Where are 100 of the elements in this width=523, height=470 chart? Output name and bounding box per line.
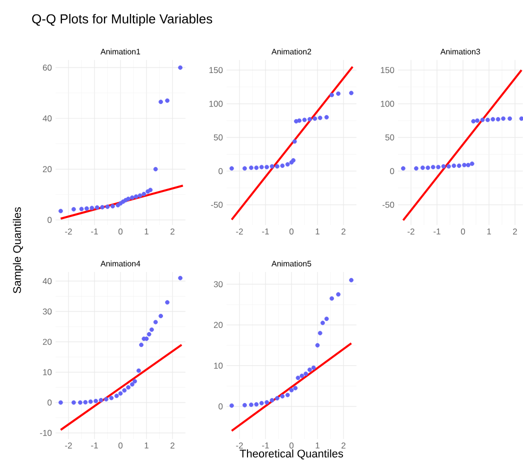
point xyxy=(430,164,436,170)
point xyxy=(242,402,247,408)
point xyxy=(508,116,512,121)
point xyxy=(297,118,302,123)
point xyxy=(153,166,158,172)
y-tick-label: 30 xyxy=(214,281,223,288)
point xyxy=(285,162,290,167)
point xyxy=(178,65,182,70)
point xyxy=(462,162,466,168)
point xyxy=(259,400,264,406)
x-tick-label: 0 xyxy=(460,228,466,235)
point xyxy=(72,400,76,405)
point xyxy=(349,278,354,282)
x-tick-label: 0 xyxy=(118,228,123,235)
point xyxy=(165,98,170,103)
x-tick-label: 0 xyxy=(289,228,294,235)
point xyxy=(420,166,425,170)
x-tick-label: -2 xyxy=(408,228,414,234)
point xyxy=(496,117,500,122)
point xyxy=(88,399,93,404)
point xyxy=(480,118,485,122)
y-tick-label: 150 xyxy=(209,67,223,74)
point xyxy=(138,193,142,198)
y-tick-label: -50 xyxy=(382,202,394,208)
y-tick-label: 20 xyxy=(42,166,52,172)
point xyxy=(130,382,134,387)
x-tick-label: 2 xyxy=(342,442,346,448)
point xyxy=(90,206,94,210)
y-tick-label: 30 xyxy=(42,308,52,314)
chart-title: Animation5 xyxy=(272,260,312,266)
point xyxy=(302,118,307,122)
x-tick-label: -1 xyxy=(91,228,98,234)
point xyxy=(259,164,264,170)
point xyxy=(292,139,297,144)
point xyxy=(311,366,316,370)
point xyxy=(280,164,285,168)
point xyxy=(475,118,480,123)
point xyxy=(94,398,98,404)
y-tick-label: -10 xyxy=(40,430,52,436)
point xyxy=(178,276,182,280)
point xyxy=(275,164,280,169)
x-tick-label: -1 xyxy=(434,228,440,234)
point xyxy=(132,379,137,384)
point xyxy=(109,396,114,400)
chart-title: Animation1 xyxy=(100,48,140,54)
point xyxy=(146,332,152,336)
point xyxy=(98,398,104,402)
point xyxy=(300,374,304,378)
point xyxy=(130,195,134,200)
point xyxy=(230,403,234,408)
point xyxy=(315,343,320,348)
point xyxy=(471,119,476,124)
x-tick-label: 1 xyxy=(316,228,320,234)
point xyxy=(336,91,340,96)
point xyxy=(58,400,63,405)
point xyxy=(142,192,146,196)
point xyxy=(312,116,318,121)
x-tick-label: 2 xyxy=(170,228,174,234)
x-tick-label: -1 xyxy=(262,442,269,448)
point xyxy=(441,164,446,169)
x-tick-label: 2 xyxy=(513,228,517,234)
point xyxy=(486,118,490,122)
point xyxy=(296,376,300,380)
text: Q-Q Plots for Multiple Variables xyxy=(32,14,212,26)
point xyxy=(153,320,158,324)
x-tick-label: -1 xyxy=(262,228,269,234)
x-tick-label: 1 xyxy=(144,442,148,448)
point xyxy=(285,392,290,398)
point xyxy=(254,166,259,170)
point xyxy=(79,206,84,212)
y-tick-label: 10 xyxy=(43,369,52,376)
point xyxy=(134,194,138,199)
x-tick-label: 1 xyxy=(316,442,320,448)
point xyxy=(446,164,451,169)
point xyxy=(324,316,329,322)
point xyxy=(83,400,88,404)
x-tick-label: -2 xyxy=(236,442,243,448)
point xyxy=(126,196,130,202)
point xyxy=(136,368,141,373)
y-tick-label: 10 xyxy=(214,362,223,369)
point xyxy=(456,164,462,168)
y-tick-label: 50 xyxy=(214,134,223,140)
y-tick-label: 40 xyxy=(42,278,52,284)
point xyxy=(94,205,100,210)
point xyxy=(114,394,119,398)
x-tick-label: -1 xyxy=(91,442,98,448)
point xyxy=(84,206,89,211)
point xyxy=(72,207,76,212)
x-tick-label: -2 xyxy=(65,442,72,448)
point xyxy=(230,166,234,171)
point xyxy=(158,100,163,104)
point xyxy=(58,208,63,214)
y-tick-label: 100 xyxy=(380,100,394,107)
point xyxy=(320,320,325,326)
point xyxy=(452,164,456,168)
y-tick-label: 50 xyxy=(385,134,394,140)
y-tick-label: 20 xyxy=(214,322,223,328)
x-tick-label: 2 xyxy=(342,228,346,234)
point xyxy=(110,204,115,208)
point xyxy=(426,166,430,170)
